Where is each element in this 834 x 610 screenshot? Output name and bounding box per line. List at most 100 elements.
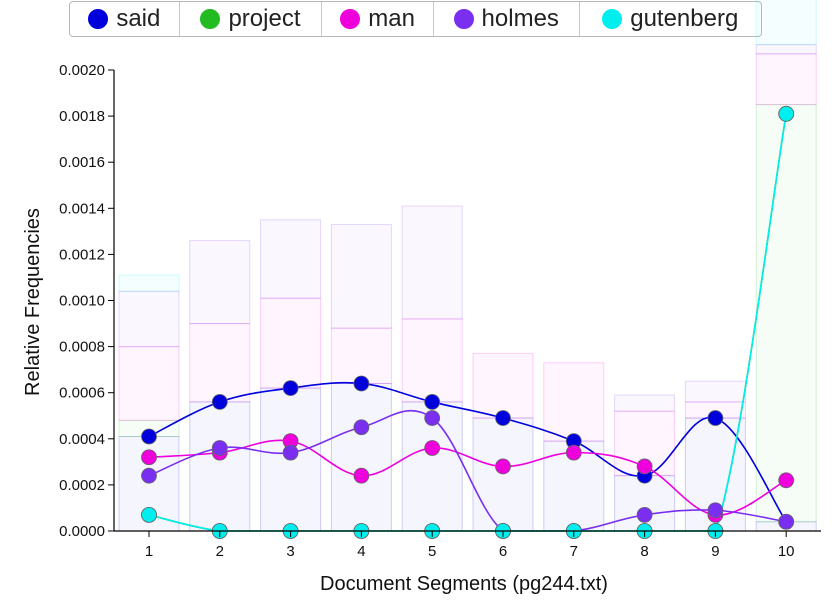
y-tick-label-3: 0.0006 <box>59 385 105 402</box>
bar-holmes-3 <box>260 219 322 299</box>
y-axis-label: Relative Frequencies <box>22 208 44 396</box>
legend-label-man: man <box>368 5 415 32</box>
y-tick-label-1: 0.0002 <box>59 477 105 494</box>
point-man-5 <box>424 440 441 456</box>
point-gutenberg-10 <box>778 105 795 122</box>
x-tick-0: 1 <box>145 531 153 560</box>
y-tick-7: 0.0014 <box>59 200 114 217</box>
point-man-1 <box>141 449 157 466</box>
legend-swatch-man <box>340 9 361 29</box>
point-holmes-8 <box>636 506 653 523</box>
x-tick-label-9: 10 <box>778 543 795 560</box>
y-tick-label-7: 0.0014 <box>59 200 105 217</box>
bar-man-3 <box>260 297 322 389</box>
x-tick-label-1: 2 <box>216 543 224 560</box>
x-tick-5: 6 <box>499 531 507 560</box>
point-said-5 <box>424 394 441 410</box>
legend-label-said: said <box>116 5 161 32</box>
legend-label-holmes: holmes <box>481 5 559 32</box>
line-man <box>148 439 787 516</box>
y-tick-9: 0.0018 <box>59 108 114 125</box>
point-said-4 <box>353 375 370 392</box>
bar-holmes-5 <box>401 205 463 320</box>
point-man-7 <box>565 444 582 461</box>
legend-swatch-said <box>88 9 109 29</box>
line-said <box>148 381 787 523</box>
x-tick-2: 3 <box>286 531 295 560</box>
legend-swatch-holmes <box>453 9 474 29</box>
x-axis-label: Document Segments (pg244.txt) <box>320 573 608 595</box>
y-tick-1: 0.0002 <box>59 477 114 494</box>
bar-said-6 <box>472 417 534 532</box>
x-tick-9: 10 <box>778 531 795 560</box>
bar-project-10 <box>755 104 817 523</box>
y-tick-8: 0.0016 <box>59 154 114 171</box>
point-holmes-3 <box>282 444 299 461</box>
bar-man-7 <box>543 362 605 442</box>
y-tick-label-5: 0.0010 <box>59 293 105 310</box>
x-tick-label-6: 7 <box>570 543 578 560</box>
y-tick-label-0: 0.0000 <box>59 523 105 540</box>
y-tick-label-4: 0.0008 <box>59 339 105 356</box>
axes-layer: 0.0000 0.0002 0.0004 0.0006 0.0008 0.0010 0.00… <box>59 62 821 560</box>
x-tick-4: 5 <box>428 531 436 560</box>
y-tick-0: 0.0000 <box>59 523 114 540</box>
x-tick-label-5: 6 <box>499 543 507 560</box>
y-tick-2: 0.0004 <box>59 431 114 448</box>
point-holmes-1 <box>141 467 157 484</box>
bar-man-5 <box>401 318 463 403</box>
bar-gutenberg-10 <box>755 0 817 46</box>
x-tick-6: 7 <box>570 531 578 560</box>
bar-holmes-8 <box>614 394 676 412</box>
y-tick-5: 0.0010 <box>59 293 114 310</box>
legend-swatch-project <box>200 9 221 29</box>
point-gutenberg-1 <box>141 506 157 523</box>
point-said-1 <box>141 428 157 445</box>
bar-said-4 <box>330 382 392 532</box>
x-tick-1: 2 <box>216 531 224 560</box>
y-tick-3: 0.0006 <box>59 385 114 402</box>
x-tick-label-8: 9 <box>711 543 719 560</box>
legend-item-man[interactable]: man <box>322 2 434 36</box>
y-tick-label-10: 0.0020 <box>59 62 105 79</box>
legend-swatch-gutenberg <box>602 9 623 29</box>
legend-label-project: project <box>228 5 301 32</box>
x-tick-label-2: 3 <box>286 543 294 560</box>
point-man-10 <box>778 472 795 489</box>
bar-said-2 <box>189 401 251 532</box>
x-tick-label-4: 5 <box>428 543 436 560</box>
point-said-2 <box>211 394 228 410</box>
point-man-8 <box>636 458 653 475</box>
bar-holmes-4 <box>330 223 392 329</box>
legend-item-gutenberg[interactable]: gutenberg <box>580 2 761 36</box>
bar-man-4 <box>330 327 392 384</box>
y-tick-label-8: 0.0016 <box>59 154 105 171</box>
legend-item-said[interactable]: said <box>70 2 180 36</box>
bar-man-6 <box>472 353 534 419</box>
point-man-6 <box>495 458 511 475</box>
point-holmes-9 <box>707 502 724 519</box>
point-said-3 <box>282 380 299 396</box>
bar-holmes-2 <box>189 240 251 325</box>
bar-holmes-1 <box>118 290 180 348</box>
point-man-4 <box>353 467 370 484</box>
legend-label-gutenberg: gutenberg <box>630 5 739 32</box>
point-holmes-5 <box>424 410 441 426</box>
bar-man-1 <box>118 346 180 421</box>
y-tick-10: 0.0020 <box>59 62 114 79</box>
x-tick-label-3: 4 <box>357 543 365 560</box>
x-tick-3: 4 <box>357 531 366 560</box>
legend-item-project[interactable]: project <box>180 2 323 36</box>
legend-item-holmes[interactable]: holmes <box>434 2 580 36</box>
y-tick-4: 0.0008 <box>59 339 114 356</box>
y-tick-6: 0.0012 <box>59 246 114 263</box>
chart-legend: said project man holmes gutenberg <box>69 1 762 37</box>
x-tick-8: 9 <box>711 531 720 560</box>
x-tick-7: 8 <box>640 531 649 560</box>
y-tick-label-6: 0.0012 <box>59 246 105 263</box>
bar-man-2 <box>189 323 251 403</box>
bar-man-10 <box>755 53 817 106</box>
point-said-9 <box>707 410 724 426</box>
